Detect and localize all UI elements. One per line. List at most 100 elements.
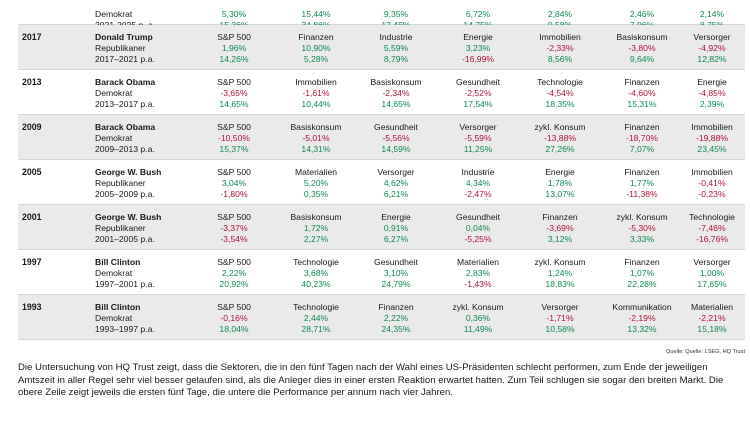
annual-return: 2,39%	[699, 99, 725, 109]
sector-name: Industrie	[461, 167, 495, 177]
sector-cell: Gesundheit 0,04% -5,25%	[438, 212, 518, 245]
sector-cell: Basiskonsum 1,72% 2,27%	[276, 212, 356, 245]
term-period: 1993–1997 p.a.	[95, 324, 155, 334]
annual-return: 8,79%	[383, 54, 409, 64]
sector-cell: S&P 500 3,04% -1,80%	[194, 167, 274, 200]
sector-name: Immobilien	[691, 122, 733, 132]
five-day-return: 1,72%	[303, 223, 329, 233]
sector-cell: Basiskonsum -3,80% 9,64%	[602, 32, 682, 65]
sector-cell: Gesundheit -5,56% 14,59%	[356, 122, 436, 155]
sector-cell: Versorger -1,71% 10,58%	[520, 302, 600, 335]
sector-name: Gesundheit	[456, 212, 500, 222]
sector-name	[438, 0, 518, 9]
party: Demokrat	[95, 88, 133, 98]
five-day-return: -3,37%	[220, 223, 248, 233]
sector-cell: Finanzen -4,60% 15,31%	[602, 77, 682, 110]
table-row: 1997 Bill Clinton Demokrat 1997–2001 p.a. S&…	[18, 250, 745, 295]
five-day-return: 2,84%	[547, 9, 573, 19]
term-period: 2001–2005 p.a.	[95, 234, 155, 244]
sector-cell: S&P 500 -3,65% 14,65%	[194, 77, 274, 110]
sector-cell: zykl. Konsum -5,30% 3,33%	[602, 212, 682, 245]
president-name	[95, 0, 205, 9]
annual-return: 8,56%	[547, 54, 573, 64]
five-day-return: -0,16%	[220, 313, 248, 323]
table-row: 2013 Barack Obama Demokrat 2013–2017 p.a. S&…	[18, 70, 745, 115]
five-day-return: -5,56%	[382, 133, 410, 143]
five-day-return: 3,10%	[383, 268, 409, 278]
annual-return: 13,07%	[545, 189, 575, 199]
five-day-return: -5,30%	[628, 223, 656, 233]
party: Republikaner	[95, 43, 146, 53]
annual-return: -1,80%	[220, 189, 248, 199]
sector-cell: Versorger -4,92% 12,82%	[672, 32, 750, 65]
annual-return: 3,33%	[629, 234, 655, 244]
five-day-return: -3,69%	[546, 223, 574, 233]
sector-name: Technologie	[293, 257, 339, 267]
five-day-return: 1,77%	[629, 178, 655, 188]
president-name: Donald Trump	[95, 32, 153, 42]
sector-cell: Energie 0,91% 6,27%	[356, 212, 436, 245]
five-day-return: -0,41%	[698, 178, 726, 188]
sector-name: Finanzen	[542, 212, 578, 222]
sector-cell: Immobilien -19,88% 23,45%	[672, 122, 750, 155]
sector-cell: Energie 3,23% -16,99%	[438, 32, 518, 65]
sector-name	[194, 0, 274, 9]
sector-name: Finanzen	[298, 32, 334, 42]
sector-cell: Immobilien -2,33% 8,56%	[520, 32, 600, 65]
sector-name: Basiskonsum	[290, 212, 342, 222]
annual-return: 15,18%	[697, 324, 727, 334]
sector-cell: zykl. Konsum -13,88% 27,26%	[520, 122, 600, 155]
annual-return: 11,49%	[463, 324, 493, 334]
president-cell: Barack Obama Demokrat 2013–2017 p.a.	[95, 77, 205, 110]
annual-return: 17,54%	[463, 99, 493, 109]
sector-cell: Finanzen 10,90% 5,28%	[276, 32, 356, 65]
five-day-return: 3,68%	[303, 268, 329, 278]
annual-return: 17,65%	[697, 279, 727, 289]
five-day-return: 6,72%	[465, 9, 491, 19]
five-day-return: 4,62%	[383, 178, 409, 188]
five-day-return: -13,88%	[543, 133, 576, 143]
term-period: 2005–2009 p.a.	[95, 189, 155, 199]
sector-name: zykl. Konsum	[534, 257, 586, 267]
five-day-return: -3,65%	[220, 88, 248, 98]
annual-return: -1,43%	[464, 279, 492, 289]
sector-name: Technologie	[537, 77, 583, 87]
party: Demokrat	[95, 133, 133, 143]
party: Republikaner	[95, 223, 146, 233]
sector-name: Versorger	[693, 257, 731, 267]
five-day-return: -3,80%	[628, 43, 656, 53]
sector-name: S&P 500	[217, 122, 251, 132]
annual-return: 24,35%	[381, 324, 411, 334]
sector-name: S&P 500	[217, 167, 251, 177]
sector-name: Gesundheit	[374, 257, 418, 267]
five-day-return: 3,04%	[221, 178, 247, 188]
annual-return: -16,99%	[461, 54, 494, 64]
sector-cell: Technologie 2,44% 28,71%	[276, 302, 356, 335]
party: Republikaner	[95, 178, 146, 188]
five-day-return: -2,21%	[698, 313, 726, 323]
election-year: 1997	[22, 257, 42, 267]
five-day-return: 2,22%	[221, 268, 247, 278]
annual-return: 7,07%	[629, 144, 655, 154]
party: Demokrat	[95, 9, 133, 19]
sector-name: Technologie	[293, 302, 339, 312]
annual-return: 14,65%	[381, 99, 411, 109]
sector-name	[520, 0, 600, 9]
sector-cell: Technologie -4,54% 18,35%	[520, 77, 600, 110]
annual-return: 13,32%	[627, 324, 657, 334]
sector-name: S&P 500	[217, 77, 251, 87]
annual-return: 23,45%	[697, 144, 727, 154]
sector-name: Kommunikation	[612, 302, 672, 312]
sector-name: S&P 500	[217, 32, 251, 42]
term-period: 2017–2021 p.a.	[95, 54, 155, 64]
sector-name: Finanzen	[624, 167, 660, 177]
election-year: 2009	[22, 122, 42, 132]
election-year: 2017	[22, 32, 42, 42]
sector-name: Technologie	[689, 212, 735, 222]
annual-return: 15,37%	[219, 144, 249, 154]
five-day-return: -4,54%	[546, 88, 574, 98]
president-cell: George W. Bush Republikaner 2001–2005 p.a.	[95, 212, 205, 245]
table-row: 2009 Barack Obama Demokrat 2009–2013 p.a. S&…	[18, 115, 745, 160]
sector-name: Versorger	[693, 32, 731, 42]
sector-name: Versorger	[541, 302, 579, 312]
